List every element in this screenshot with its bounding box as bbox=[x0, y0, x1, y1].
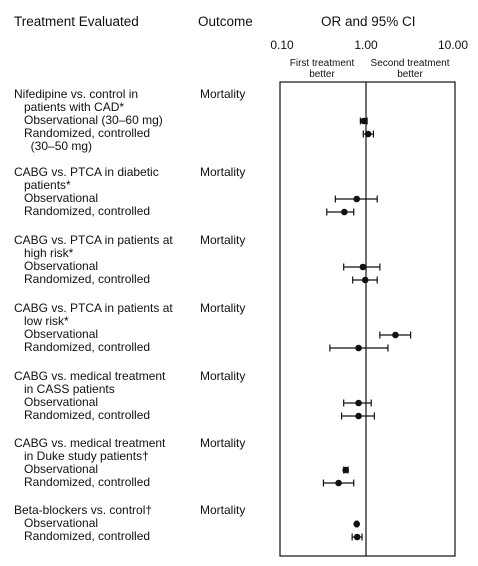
outcome-label-2: Mortality bbox=[200, 233, 246, 247]
point-estimate-0-1 bbox=[364, 130, 372, 138]
second-treatment-better-note: Second treatment better bbox=[371, 58, 450, 80]
group-title-2-line-0: CABG vs. PTCA in patients at bbox=[14, 233, 173, 247]
row-label-5-0: Observational bbox=[14, 462, 99, 476]
outcome-label-3: Mortality bbox=[200, 301, 246, 315]
outcome-label-1: Mortality bbox=[200, 165, 246, 179]
plot-frame bbox=[279, 81, 456, 557]
row-label-2-1: Randomized, controlled bbox=[14, 272, 151, 286]
point-estimate-5-1 bbox=[335, 479, 342, 487]
tick-label-0-10: 0.10 bbox=[270, 38, 294, 52]
tick-label-1-00: 1.00 bbox=[354, 38, 378, 52]
point-estimate-3-0 bbox=[392, 331, 399, 339]
row-label-3-1: Randomized, controlled bbox=[14, 340, 151, 354]
point-estimate-1-0 bbox=[353, 195, 361, 203]
row-label-0-2: (30–50 mg) bbox=[14, 139, 93, 153]
row-label-1-1: Randomized, controlled bbox=[14, 204, 151, 218]
point-estimate-4-1 bbox=[355, 412, 362, 420]
first-treatment-better-note: First treatment better bbox=[290, 58, 354, 80]
row-label-4-1: Randomized, controlled bbox=[14, 408, 151, 422]
row-label-3-0: Observational bbox=[14, 327, 99, 341]
tick-label-10-00: 10.00 bbox=[437, 38, 469, 52]
outcome-label-5: Mortality bbox=[200, 436, 246, 450]
row-label-4-0: Observational bbox=[14, 395, 99, 409]
outcome-label-4: Mortality bbox=[200, 369, 246, 383]
second-note-line-1: Second treatment bbox=[370, 58, 450, 69]
treatment-header: Treatment Evaluated bbox=[14, 14, 139, 29]
first-note-line-1: First treatment bbox=[289, 58, 355, 69]
point-estimate-6-1 bbox=[353, 533, 361, 541]
row-label-5-1: Randomized, controlled bbox=[14, 475, 151, 489]
outcome-label-6: Mortality bbox=[200, 503, 246, 517]
group-title-0-line-0: Nifedipine vs. control in bbox=[14, 87, 139, 101]
or-ci-header: OR and 95% CI bbox=[321, 14, 416, 29]
point-estimate-3-1 bbox=[355, 344, 362, 352]
point-estimate-2-0 bbox=[359, 263, 367, 271]
group-title-4-line-0: CABG vs. medical treatment bbox=[14, 369, 166, 383]
row-label-2-0: Observational bbox=[14, 259, 99, 273]
row-label-1-0: Observational bbox=[14, 191, 99, 205]
group-title-0-line-1: patients with CAD* bbox=[14, 100, 125, 114]
group-title-1-line-1: patients* bbox=[14, 178, 71, 192]
group-title-3-line-0: CABG vs. PTCA in patients at bbox=[14, 301, 173, 315]
group-title-2-line-1: high risk* bbox=[14, 246, 74, 260]
second-note-line-2: better bbox=[397, 69, 423, 80]
group-title-5-line-0: CABG vs. medical treatment bbox=[14, 436, 166, 450]
first-note-line-2: better bbox=[309, 69, 335, 80]
point-estimate-6-0 bbox=[353, 520, 361, 528]
group-title-5-line-1: in Duke study patients† bbox=[14, 449, 149, 463]
row-label-6-1: Randomized, controlled bbox=[14, 529, 151, 543]
point-estimate-2-1 bbox=[361, 276, 369, 284]
point-estimate-4-0 bbox=[355, 399, 362, 407]
point-estimate-1-1 bbox=[341, 208, 348, 216]
row-label-6-0: Observational bbox=[14, 516, 99, 530]
point-estimate-0-0 bbox=[360, 117, 367, 125]
row-label-0-1: Randomized, controlled bbox=[14, 126, 151, 140]
outcome-label-0: Mortality bbox=[200, 87, 246, 101]
group-title-3-line-1: low risk* bbox=[14, 314, 69, 328]
group-title-6-line-0: Beta-blockers vs. control† bbox=[14, 503, 153, 517]
point-estimate-5-0 bbox=[342, 466, 349, 474]
group-title-4-line-1: in CASS patients bbox=[14, 382, 115, 396]
outcome-header: Outcome bbox=[198, 14, 253, 29]
group-title-1-line-0: CABG vs. PTCA in diabetic bbox=[14, 165, 159, 179]
row-label-0-0: Observational (30–60 mg) bbox=[14, 113, 163, 127]
